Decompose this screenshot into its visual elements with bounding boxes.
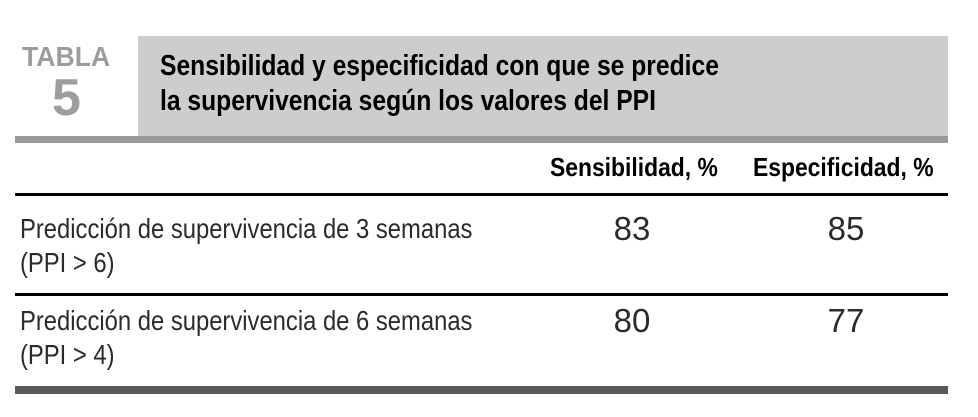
table-bottom-rule <box>15 386 948 394</box>
table-row-label: Predicción de supervivencia de 6 semanas… <box>20 304 472 372</box>
table-row-label: Predicción de supervivencia de 3 semanas… <box>20 212 472 280</box>
table-title-line1: Sensibilidad y especificidad con que se … <box>160 50 719 82</box>
table-number: 5 <box>52 69 81 127</box>
table-kind-label: TABLA <box>22 41 111 72</box>
column-header-especificidad: Especificidad, % <box>753 152 934 182</box>
column-header-sensibilidad: Sensibilidad, % <box>550 152 718 182</box>
row2-sensibilidad-value: 80 <box>613 302 651 339</box>
title-separator-rule <box>15 136 948 143</box>
title-box <box>138 36 948 136</box>
row2-label-line2: (PPI > 4) <box>20 339 115 370</box>
header-rule <box>15 193 948 196</box>
row2-label-line1: Predicción de supervivencia de 6 semanas <box>20 305 473 336</box>
table-title: Sensibilidad y especificidad con que se … <box>160 49 719 119</box>
table-title-line2: la supervivencia según los valores del P… <box>160 85 656 117</box>
row-divider-rule <box>15 293 948 296</box>
row1-sensibilidad-value: 83 <box>613 210 651 247</box>
row1-label-line1: Predicción de supervivencia de 3 semanas <box>20 213 473 244</box>
row1-especificidad-value: 85 <box>827 210 865 247</box>
row2-especificidad-value: 77 <box>827 302 865 339</box>
row1-label-line2: (PPI > 6) <box>20 247 115 278</box>
